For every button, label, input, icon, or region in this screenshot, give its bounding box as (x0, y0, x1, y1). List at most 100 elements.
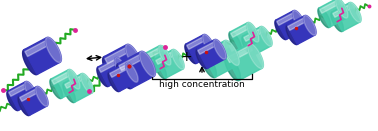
Polygon shape (202, 40, 238, 77)
Polygon shape (229, 32, 242, 52)
Polygon shape (242, 36, 254, 56)
Polygon shape (105, 46, 130, 64)
Polygon shape (125, 62, 138, 82)
Polygon shape (172, 49, 184, 69)
Polygon shape (260, 26, 272, 46)
Polygon shape (196, 49, 208, 69)
Polygon shape (336, 0, 348, 18)
Text: high concentration: high concentration (159, 80, 245, 89)
Polygon shape (97, 67, 109, 87)
Polygon shape (25, 39, 51, 57)
Polygon shape (63, 83, 76, 103)
Polygon shape (223, 40, 239, 66)
Polygon shape (286, 25, 298, 45)
Polygon shape (51, 70, 79, 98)
Polygon shape (25, 81, 37, 101)
Polygon shape (304, 15, 316, 35)
Polygon shape (331, 12, 344, 32)
Polygon shape (119, 53, 144, 70)
Polygon shape (332, 3, 360, 31)
Polygon shape (246, 22, 259, 42)
Polygon shape (243, 27, 271, 55)
Polygon shape (159, 45, 171, 65)
Polygon shape (46, 37, 61, 62)
Polygon shape (244, 28, 263, 41)
Polygon shape (197, 40, 225, 68)
Polygon shape (116, 64, 132, 89)
Polygon shape (50, 79, 62, 99)
Polygon shape (115, 57, 127, 77)
Polygon shape (9, 83, 28, 96)
Polygon shape (286, 25, 298, 45)
Polygon shape (203, 34, 215, 54)
Polygon shape (125, 44, 141, 69)
Polygon shape (172, 49, 184, 69)
Polygon shape (36, 86, 48, 106)
Polygon shape (226, 43, 262, 80)
Polygon shape (139, 51, 155, 77)
Polygon shape (187, 36, 206, 49)
Polygon shape (227, 45, 253, 62)
Polygon shape (336, 0, 348, 18)
Polygon shape (333, 4, 353, 17)
Polygon shape (118, 51, 154, 88)
Polygon shape (109, 63, 137, 91)
Polygon shape (52, 71, 71, 84)
Polygon shape (46, 37, 61, 62)
Polygon shape (159, 45, 171, 65)
Polygon shape (110, 64, 130, 77)
Polygon shape (108, 72, 121, 92)
Polygon shape (288, 17, 308, 30)
Polygon shape (36, 86, 48, 106)
Polygon shape (81, 73, 93, 93)
Polygon shape (229, 32, 242, 52)
Polygon shape (349, 2, 361, 22)
Polygon shape (287, 16, 315, 44)
Polygon shape (98, 58, 126, 86)
Polygon shape (214, 39, 226, 59)
Polygon shape (242, 36, 254, 56)
Polygon shape (318, 8, 330, 28)
Polygon shape (196, 49, 208, 69)
Polygon shape (156, 51, 175, 64)
Polygon shape (25, 81, 37, 101)
Polygon shape (116, 64, 132, 89)
Polygon shape (7, 91, 19, 111)
Polygon shape (275, 20, 287, 40)
Polygon shape (225, 56, 240, 81)
Polygon shape (50, 79, 62, 99)
Polygon shape (225, 56, 240, 81)
Polygon shape (201, 53, 217, 78)
Polygon shape (275, 20, 287, 40)
Polygon shape (154, 59, 166, 79)
Polygon shape (349, 2, 361, 22)
Polygon shape (248, 43, 263, 69)
Polygon shape (154, 59, 166, 79)
Polygon shape (125, 62, 138, 82)
Polygon shape (185, 44, 197, 64)
Polygon shape (155, 50, 183, 78)
Polygon shape (185, 44, 197, 64)
Polygon shape (23, 50, 39, 75)
Polygon shape (7, 91, 19, 111)
Polygon shape (97, 67, 109, 87)
Text: +: + (180, 50, 192, 64)
Polygon shape (18, 96, 30, 116)
Polygon shape (115, 57, 127, 77)
Polygon shape (8, 82, 36, 110)
Polygon shape (99, 59, 119, 72)
Polygon shape (201, 53, 217, 78)
Polygon shape (142, 46, 170, 74)
Polygon shape (320, 0, 339, 13)
Polygon shape (139, 51, 155, 77)
Polygon shape (293, 10, 305, 30)
Polygon shape (319, 0, 347, 27)
Polygon shape (276, 11, 304, 39)
Polygon shape (277, 12, 296, 25)
Polygon shape (248, 43, 263, 69)
Polygon shape (141, 55, 153, 75)
Polygon shape (65, 75, 85, 88)
Polygon shape (203, 34, 215, 54)
Polygon shape (318, 8, 330, 28)
Polygon shape (64, 74, 92, 102)
